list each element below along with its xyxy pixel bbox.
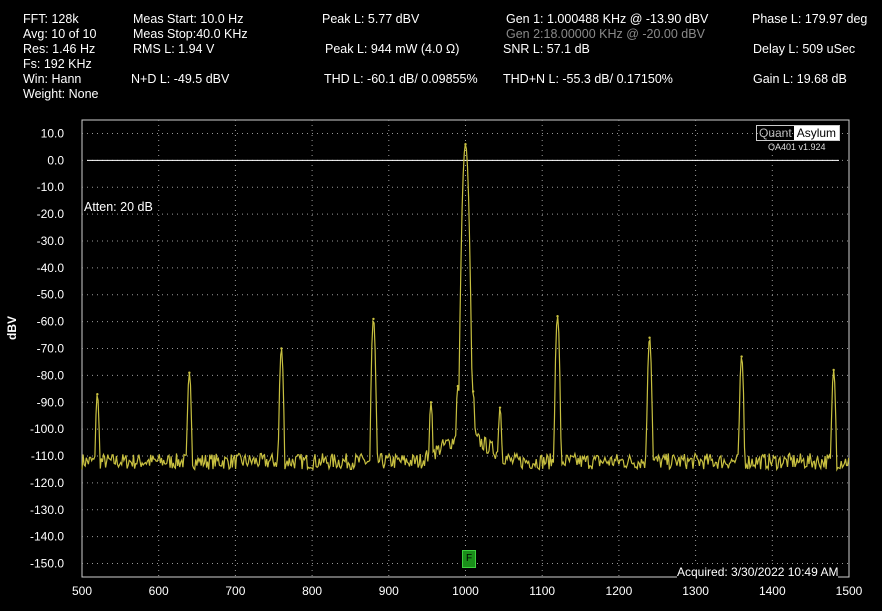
peak-point xyxy=(280,347,283,350)
y-tick-label: -70.0 xyxy=(37,342,65,356)
gen1-setting: Gen 1: 1.000488 KHz @ -13.90 dBV xyxy=(506,12,709,26)
x-tick-label: 1000 xyxy=(452,584,479,598)
x-tick-label: 900 xyxy=(379,584,399,598)
x-tick-label: 700 xyxy=(225,584,245,598)
y-tick-label: -30.0 xyxy=(37,234,65,248)
y-tick-label: -80.0 xyxy=(37,368,65,382)
meas-start: Meas Start: 10.0 Hz xyxy=(133,12,244,26)
snr-level: SNR L: 57.1 dB xyxy=(503,42,590,56)
x-tick-label: 800 xyxy=(302,584,322,598)
y-tick-label: -20.0 xyxy=(37,207,65,221)
x-tick-label: 1400 xyxy=(759,584,786,598)
acquired-timestamp: Acquired: 3/30/2022 10:49 AM xyxy=(677,565,839,579)
peak-point xyxy=(372,317,375,321)
y-tick-label: -130.0 xyxy=(30,503,64,517)
peak-point xyxy=(456,384,460,388)
y-tick-label: -100.0 xyxy=(30,422,64,436)
x-tick-label: 1100 xyxy=(529,584,555,598)
x-tick-label: 500 xyxy=(72,584,92,598)
peak-power: Peak L: 944 mW (4.0 Ω) xyxy=(325,42,460,56)
peak-point xyxy=(464,142,467,146)
y-tick-label: -10.0 xyxy=(37,180,65,194)
peak-dbv: Peak L: 5.77 dBV xyxy=(322,12,420,26)
y-tick-label: -50.0 xyxy=(37,288,65,302)
x-tick-label: 1200 xyxy=(606,584,633,598)
y-tick-label: -60.0 xyxy=(37,315,65,329)
resolution: Res: 1.46 Hz xyxy=(23,42,96,56)
y-tick-label: -140.0 xyxy=(30,530,64,544)
y-tick-label: -150.0 xyxy=(30,557,64,571)
x-tick-label: 600 xyxy=(149,584,169,598)
peak-point xyxy=(648,336,651,339)
thdn-level: THD+N L: -55.3 dB/ 0.17150% xyxy=(503,72,673,86)
rms-level: RMS L: 1.94 V xyxy=(133,42,215,56)
x-tick-label: 1500 xyxy=(836,584,863,598)
frequency-marker[interactable]: F xyxy=(462,550,476,568)
meas-stop: Meas Stop:40.0 KHz xyxy=(133,27,248,41)
version-label: OA401 v1.924 xyxy=(768,142,826,152)
logo-asylum: Asylum xyxy=(793,126,840,140)
thd-level: THD L: -60.1 dB/ 0.09855% xyxy=(324,72,478,86)
y-tick-label: 10.0 xyxy=(41,126,65,140)
avg-count: Avg: 10 of 10 xyxy=(23,27,97,41)
peak-point xyxy=(188,371,191,374)
peak-point xyxy=(832,368,835,372)
gen2-setting: Gen 2:18.00000 KHz @ -20.00 dBV xyxy=(506,27,705,41)
peak-point xyxy=(429,401,433,404)
y-tick-label: -110.0 xyxy=(31,449,64,463)
phase-level: Phase L: 179.97 deg xyxy=(752,12,868,26)
peak-point xyxy=(556,315,559,318)
x-tick-label: 1300 xyxy=(682,584,709,598)
peak-point xyxy=(498,406,502,409)
peak-point xyxy=(471,390,475,393)
peak-point xyxy=(740,355,743,358)
sample-rate: Fs: 192 KHz xyxy=(23,57,92,71)
window-type: Win: Hann xyxy=(23,72,82,86)
delay-level: Delay L: 509 uSec xyxy=(753,42,856,56)
y-tick-label: 0.0 xyxy=(47,153,64,167)
quantasylum-logo: Quant Asylum xyxy=(756,125,841,141)
peak-point xyxy=(96,393,99,396)
noise-distortion: N+D L: -49.5 dBV xyxy=(131,72,230,86)
y-axis-label: dBV xyxy=(5,316,19,340)
weighting: Weight: None xyxy=(23,87,99,101)
y-tick-label: -40.0 xyxy=(37,261,65,275)
logo-quant: Quant xyxy=(759,126,792,140)
gain-level: Gain L: 19.68 dB xyxy=(753,72,847,86)
y-tick-label: -120.0 xyxy=(30,476,64,490)
attenuation-label: Atten: 20 dB xyxy=(84,200,153,214)
y-tick-label: -90.0 xyxy=(37,395,65,409)
fft-size: FFT: 128k xyxy=(23,12,79,26)
